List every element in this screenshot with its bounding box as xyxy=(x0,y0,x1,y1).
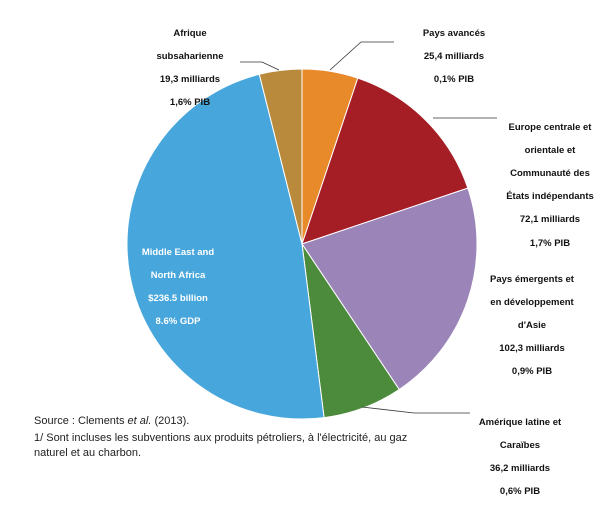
label-ssa: Afrique subsaharienne 19,3 milliards 1,6… xyxy=(134,16,246,120)
footnote-line2: naturel et au charbon. xyxy=(34,447,141,460)
label-cee-gdp: 1,7% PIB xyxy=(529,237,571,249)
label-advanced-name: Pays avancés xyxy=(422,27,486,39)
footnote-text-1: 1/ Sont incluses les subventions aux pro… xyxy=(34,432,408,444)
leader-line-advanced xyxy=(329,41,394,71)
label-cee-line2: orientale et xyxy=(524,144,576,156)
source-italic: et al. xyxy=(127,415,152,427)
label-cee-amount: 72,1 milliards xyxy=(519,214,581,226)
label-asia-line1: Pays émergents et xyxy=(490,273,574,285)
label-mena-amount: $236.5 billion xyxy=(148,292,208,304)
source-prefix: Source : Clements xyxy=(34,415,128,427)
label-mena-gdp: 8.6% GDP xyxy=(155,316,201,328)
label-cee-line3: Communauté des xyxy=(510,167,590,179)
label-asia-line3: d'Asie xyxy=(517,319,547,331)
pie-slice-cee xyxy=(301,77,469,245)
label-cee: Europe centrale et orientale et Communau… xyxy=(494,110,604,261)
label-latam-gdp: 0,6% PIB xyxy=(499,486,541,498)
footnote-text-2: naturel et au charbon. xyxy=(34,447,142,459)
label-latam-amount: 36,2 milliards xyxy=(489,462,551,474)
label-latam-line2: Caraïbes xyxy=(499,439,541,451)
label-ssa-line2: subsaharienne xyxy=(156,50,224,62)
label-asia: Pays émergents et en développement d'Asi… xyxy=(476,262,588,390)
footnote-line1: 1/ Sont incluses les subventions aux pro… xyxy=(34,432,407,445)
leader-line-ssa xyxy=(240,61,280,71)
label-advanced-gdp: 0,1% PIB xyxy=(433,73,475,85)
label-advanced: Pays avancés 25,4 milliards 0,1% PIB xyxy=(398,16,510,97)
label-mena: Middle East and North Africa $236.5 bill… xyxy=(128,235,228,339)
leader-line-latam xyxy=(361,406,470,414)
label-latam-line1: Amérique latine et xyxy=(478,416,562,428)
label-mena-line1: Middle East and xyxy=(141,246,215,258)
label-advanced-amount: 25,4 milliards xyxy=(423,50,485,62)
label-ssa-amount: 19,3 milliards xyxy=(159,73,221,85)
pie-slice-asia xyxy=(301,187,478,391)
label-cee-line1: Europe centrale et xyxy=(508,121,592,133)
label-mena-line2: North Africa xyxy=(150,269,206,281)
pie-slice-ssa xyxy=(258,68,303,245)
label-cee-line4: États indépendants xyxy=(506,191,594,203)
label-ssa-gdp: 1,6% PIB xyxy=(169,97,211,109)
pie-slice-mena xyxy=(126,73,325,420)
label-asia-amount: 102,3 milliards xyxy=(499,343,565,355)
source-suffix: (2013). xyxy=(151,415,190,427)
label-asia-line2: en développement xyxy=(490,296,574,308)
pie-chart xyxy=(126,41,497,420)
source-note: Source : Clements et al. (2013). xyxy=(34,415,189,428)
label-latam: Amérique latine et Caraïbes 36,2 milliar… xyxy=(466,405,574,509)
label-ssa-line1: Afrique xyxy=(173,27,207,39)
label-asia-gdp: 0,9% PIB xyxy=(511,366,553,378)
